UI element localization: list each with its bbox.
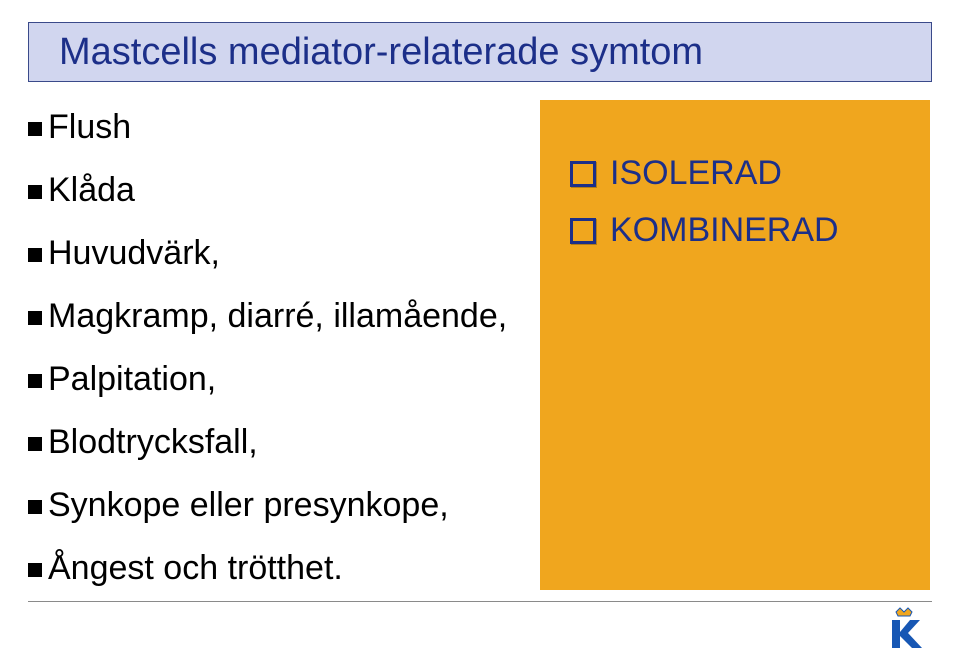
symptom-label: Blodtrycksfall, — [48, 423, 258, 462]
k-logo-icon — [882, 606, 926, 650]
list-item: Ångest och trötthet. — [28, 549, 528, 588]
panel-item-isolerad: ISOLERAD — [570, 154, 930, 193]
right-panel: ISOLERAD KOMBINERAD — [540, 100, 930, 590]
list-item: Klåda — [28, 171, 528, 210]
list-item: Synkope eller presynkope, — [28, 486, 528, 525]
symptom-label: Ångest och trötthet. — [48, 549, 343, 588]
slide-title: Mastcells mediator-relaterade symtom — [59, 31, 703, 74]
square-bullet-icon — [28, 248, 42, 262]
list-item: Blodtrycksfall, — [28, 423, 528, 462]
separator-line — [28, 601, 932, 602]
symptom-label: Klåda — [48, 171, 135, 210]
symptom-label: Huvudvärk, — [48, 234, 220, 273]
square-bullet-icon — [28, 311, 42, 325]
symptom-label: Synkope eller presynkope, — [48, 486, 449, 525]
title-bar: Mastcells mediator-relaterade symtom — [28, 22, 932, 82]
panel-label: KOMBINERAD — [610, 211, 839, 250]
square-bullet-icon — [28, 437, 42, 451]
panel-content: ISOLERAD KOMBINERAD — [540, 100, 930, 250]
checkbox-icon — [570, 161, 596, 187]
symptom-label: Palpitation, — [48, 360, 216, 399]
panel-item-kombinerad: KOMBINERAD — [570, 211, 930, 250]
symptom-label: Magkramp, diarré, illamående, — [48, 297, 507, 336]
list-item: Magkramp, diarré, illamående, — [28, 297, 528, 336]
square-bullet-icon — [28, 185, 42, 199]
panel-label: ISOLERAD — [610, 154, 782, 193]
list-item: Huvudvärk, — [28, 234, 528, 273]
square-bullet-icon — [28, 122, 42, 136]
checkbox-icon — [570, 218, 596, 244]
symptom-label: Flush — [48, 108, 131, 147]
list-item: Flush — [28, 108, 528, 147]
square-bullet-icon — [28, 374, 42, 388]
square-bullet-icon — [28, 563, 42, 577]
square-bullet-icon — [28, 500, 42, 514]
list-item: Palpitation, — [28, 360, 528, 399]
symptom-list: Flush Klåda Huvudvärk, Magkramp, diarré,… — [28, 108, 528, 612]
